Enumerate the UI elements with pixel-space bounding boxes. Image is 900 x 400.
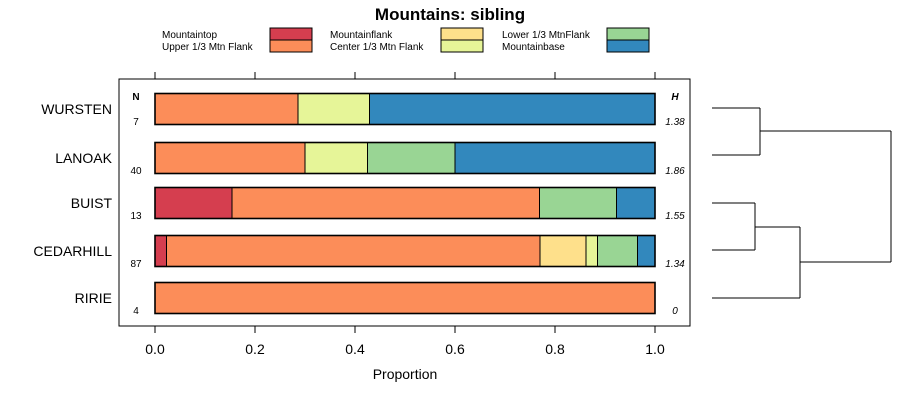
bar-segment — [597, 235, 638, 267]
x-axis-title: Proportion — [373, 366, 438, 382]
legend-swatch — [440, 39, 484, 53]
bar-segment — [539, 235, 587, 267]
category-label: WURSTEN — [41, 101, 112, 117]
bar-segment — [369, 93, 656, 125]
h-column-header: H — [671, 92, 679, 103]
h-value: 1.34 — [665, 259, 685, 270]
x-tick-label: 0.4 — [345, 341, 365, 357]
bar-row — [154, 92, 656, 126]
bar-row — [154, 186, 656, 220]
bar-segment — [616, 187, 656, 219]
bar-outline — [154, 186, 656, 220]
h-value: 1.55 — [665, 211, 685, 222]
legend-swatch — [606, 27, 650, 41]
bar-row — [154, 234, 656, 268]
category-label: BUIST — [71, 195, 113, 211]
x-tick-label: 0.2 — [245, 341, 265, 357]
legend-label: Upper 1/3 Mtn Flank — [162, 42, 254, 53]
legend-swatch — [606, 39, 650, 53]
bar-outline — [154, 234, 656, 268]
legend-swatch — [440, 27, 484, 41]
bar-segment — [454, 142, 656, 174]
legend-swatch — [269, 39, 313, 53]
legend-label: Mountainflank — [330, 30, 393, 41]
bar-outline — [154, 141, 656, 175]
legend-label: Center 1/3 Mtn Flank — [330, 42, 424, 53]
bar-segment — [154, 282, 656, 314]
n-value: 7 — [133, 117, 139, 128]
bar-segment — [367, 142, 456, 174]
bar-segment — [297, 93, 370, 125]
chart-title: Mountains: sibling — [375, 5, 525, 24]
category-label: LANOAK — [55, 150, 112, 166]
legend-label: Lower 1/3 MtnFlank — [502, 30, 591, 41]
bar-segment — [154, 235, 167, 267]
h-value: 0 — [672, 306, 678, 317]
n-value: 4 — [133, 306, 139, 317]
bar-segment — [304, 142, 368, 174]
category-label: RIRIE — [75, 290, 112, 306]
h-value: 1.86 — [665, 166, 685, 177]
n-column-header: N — [132, 92, 139, 103]
legend-swatch — [269, 27, 313, 41]
n-value: 87 — [130, 259, 142, 270]
h-value: 1.38 — [665, 117, 685, 128]
bar-segment — [154, 187, 233, 219]
bar-segment — [231, 187, 540, 219]
bar-row — [154, 281, 656, 315]
bar-segment — [539, 187, 617, 219]
x-tick-label: 0.8 — [545, 341, 565, 357]
x-tick-label: 1.0 — [645, 341, 665, 357]
bar-segment — [154, 142, 306, 174]
bar-row — [154, 141, 656, 175]
bars — [154, 92, 656, 315]
legend-label: Mountainbase — [502, 42, 565, 53]
x-axis: 0.0 0.2 0.4 0.6 0.8 1.0 — [145, 72, 665, 357]
bar-segment — [637, 235, 656, 267]
n-value: 13 — [130, 211, 142, 222]
category-label: CEDARHILL — [33, 243, 112, 259]
bar-outline — [154, 92, 656, 126]
legend-label: Mountaintop — [162, 30, 217, 41]
x-tick-label: 0.6 — [445, 341, 465, 357]
bar-segment — [585, 235, 598, 267]
n-value: 40 — [130, 166, 142, 177]
dendrogram — [712, 107, 892, 299]
bar-outline — [154, 281, 656, 315]
bar-segment — [154, 93, 299, 125]
x-tick-label: 0.0 — [145, 341, 165, 357]
bar-segment — [166, 235, 541, 267]
plot-frame — [118, 78, 691, 327]
